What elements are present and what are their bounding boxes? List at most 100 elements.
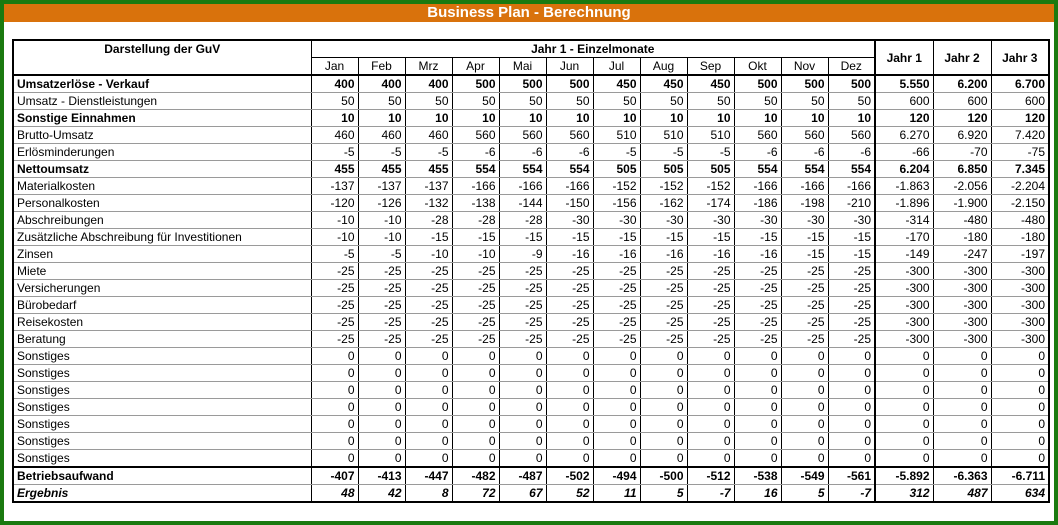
- month-value-cell[interactable]: 0: [781, 432, 829, 450]
- month-value-cell[interactable]: 500: [452, 75, 500, 93]
- month-value-cell[interactable]: 450: [640, 75, 688, 93]
- year-value-cell[interactable]: 5.550: [874, 75, 934, 93]
- row-label[interactable]: Sonstiges: [12, 432, 312, 450]
- year-value-cell[interactable]: -314: [874, 211, 934, 229]
- row-label[interactable]: Materialkosten: [12, 177, 312, 195]
- month-value-cell[interactable]: -25: [593, 296, 641, 314]
- month-value-cell[interactable]: 554: [734, 160, 782, 178]
- month-value-cell[interactable]: -549: [781, 466, 829, 485]
- month-value-cell[interactable]: 0: [499, 364, 547, 382]
- month-value-cell[interactable]: 0: [405, 398, 453, 416]
- month-value-cell[interactable]: -16: [687, 245, 735, 263]
- month-value-cell[interactable]: 0: [828, 449, 876, 468]
- year-value-cell[interactable]: 0: [933, 432, 992, 450]
- month-value-cell[interactable]: 5: [640, 484, 688, 503]
- month-value-cell[interactable]: -25: [499, 330, 547, 348]
- month-value-cell[interactable]: 0: [405, 381, 453, 399]
- year-value-cell[interactable]: -300: [933, 279, 992, 297]
- year-value-cell[interactable]: 634: [991, 484, 1050, 503]
- year-value-cell[interactable]: -300: [874, 262, 934, 280]
- row-label[interactable]: Erlösminderungen: [12, 143, 312, 161]
- month-value-cell[interactable]: 10: [358, 109, 406, 127]
- month-value-cell[interactable]: 0: [452, 432, 500, 450]
- month-value-cell[interactable]: 0: [358, 415, 406, 433]
- month-value-cell[interactable]: -25: [358, 313, 406, 331]
- month-value-cell[interactable]: -137: [311, 177, 359, 195]
- month-value-cell[interactable]: 0: [828, 364, 876, 382]
- year-value-cell[interactable]: -170: [874, 228, 934, 246]
- month-value-cell[interactable]: 0: [499, 398, 547, 416]
- month-value-cell[interactable]: 0: [358, 398, 406, 416]
- month-value-cell[interactable]: 510: [640, 126, 688, 144]
- year-value-cell[interactable]: 0: [991, 398, 1050, 416]
- month-value-cell[interactable]: 0: [546, 398, 594, 416]
- month-value-cell[interactable]: 0: [640, 432, 688, 450]
- month-value-cell[interactable]: -30: [828, 211, 876, 229]
- month-value-cell[interactable]: 0: [593, 415, 641, 433]
- month-value-cell[interactable]: 0: [687, 398, 735, 416]
- month-value-cell[interactable]: 50: [593, 92, 641, 110]
- month-value-cell[interactable]: 0: [405, 415, 453, 433]
- year-value-cell[interactable]: -300: [874, 330, 934, 348]
- year-value-cell[interactable]: 6.270: [874, 126, 934, 144]
- month-value-cell[interactable]: -166: [499, 177, 547, 195]
- row-label[interactable]: Sonstiges: [12, 398, 312, 416]
- month-value-cell[interactable]: 0: [499, 347, 547, 365]
- month-value-cell[interactable]: 450: [687, 75, 735, 93]
- year-value-cell[interactable]: 6.204: [874, 160, 934, 178]
- row-label[interactable]: Umsatz - Dienstleistungen: [12, 92, 312, 110]
- row-label[interactable]: Zusätzliche Abschreibung für Investition…: [12, 228, 312, 246]
- month-value-cell[interactable]: -6: [781, 143, 829, 161]
- month-value-cell[interactable]: 16: [734, 484, 782, 503]
- month-value-cell[interactable]: -25: [311, 296, 359, 314]
- month-value-cell[interactable]: 50: [546, 92, 594, 110]
- year-value-cell[interactable]: 600: [991, 92, 1050, 110]
- month-value-cell[interactable]: 0: [405, 449, 453, 468]
- month-value-cell[interactable]: 0: [593, 449, 641, 468]
- month-value-cell[interactable]: -5: [640, 143, 688, 161]
- month-value-cell[interactable]: 500: [734, 75, 782, 93]
- month-value-cell[interactable]: 0: [499, 449, 547, 468]
- month-value-cell[interactable]: 0: [358, 347, 406, 365]
- year-value-cell[interactable]: -2.204: [991, 177, 1050, 195]
- month-value-cell[interactable]: 0: [781, 415, 829, 433]
- row-label[interactable]: Versicherungen: [12, 279, 312, 297]
- month-value-cell[interactable]: -28: [405, 211, 453, 229]
- row-label[interactable]: Umsatzerlöse - Verkauf: [12, 75, 312, 93]
- month-value-cell[interactable]: -10: [452, 245, 500, 263]
- month-value-cell[interactable]: -30: [687, 211, 735, 229]
- month-value-cell[interactable]: -25: [734, 330, 782, 348]
- month-value-cell[interactable]: -502: [546, 466, 594, 485]
- month-value-cell[interactable]: 10: [640, 109, 688, 127]
- month-value-cell[interactable]: -144: [499, 194, 547, 212]
- year-value-cell[interactable]: -300: [874, 296, 934, 314]
- month-value-cell[interactable]: -25: [640, 296, 688, 314]
- year-value-cell[interactable]: -300: [874, 279, 934, 297]
- month-value-cell[interactable]: 50: [499, 92, 547, 110]
- month-value-cell[interactable]: -25: [499, 279, 547, 297]
- month-value-cell[interactable]: 11: [593, 484, 641, 503]
- month-value-cell[interactable]: -25: [593, 313, 641, 331]
- month-value-cell[interactable]: 50: [734, 92, 782, 110]
- month-value-cell[interactable]: -25: [828, 313, 876, 331]
- month-value-cell[interactable]: 0: [640, 347, 688, 365]
- year-value-cell[interactable]: 0: [933, 415, 992, 433]
- month-value-cell[interactable]: 0: [546, 381, 594, 399]
- month-value-cell[interactable]: 0: [311, 398, 359, 416]
- row-label[interactable]: Sonstiges: [12, 364, 312, 382]
- month-value-cell[interactable]: 510: [687, 126, 735, 144]
- month-value-cell[interactable]: 0: [640, 398, 688, 416]
- month-value-cell[interactable]: 0: [546, 432, 594, 450]
- month-value-cell[interactable]: -487: [499, 466, 547, 485]
- month-value-cell[interactable]: -407: [311, 466, 359, 485]
- month-value-cell[interactable]: -25: [311, 279, 359, 297]
- month-value-cell[interactable]: 0: [452, 364, 500, 382]
- month-value-cell[interactable]: 10: [593, 109, 641, 127]
- year-value-cell[interactable]: -75: [991, 143, 1050, 161]
- month-value-cell[interactable]: 0: [640, 415, 688, 433]
- year-value-cell[interactable]: -300: [933, 313, 992, 331]
- month-value-cell[interactable]: 505: [687, 160, 735, 178]
- month-value-cell[interactable]: 554: [781, 160, 829, 178]
- month-value-cell[interactable]: -15: [828, 245, 876, 263]
- year-value-cell[interactable]: -180: [991, 228, 1050, 246]
